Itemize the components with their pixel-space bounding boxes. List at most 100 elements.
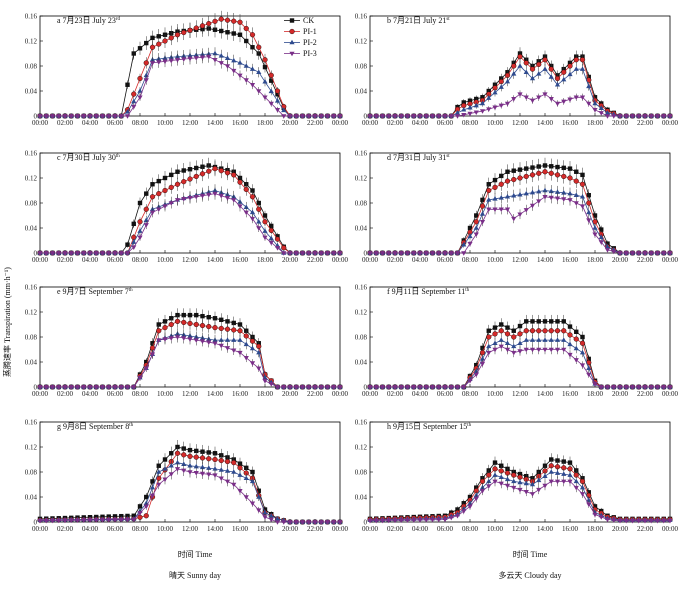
data-point-pi-3 — [411, 518, 417, 523]
data-point-pi-2 — [548, 337, 554, 342]
data-point-pi-3 — [392, 114, 398, 119]
data-point-pi-3 — [337, 520, 343, 525]
data-point-ck — [505, 325, 510, 330]
x-tick-label: 12:00 — [512, 390, 528, 398]
data-point-pi-1 — [156, 191, 162, 197]
data-point-pi-2 — [268, 512, 274, 518]
data-point-pi-1 — [156, 328, 162, 334]
x-tick-label: 20:00 — [282, 525, 298, 533]
x-tick-label: 04:00 — [82, 119, 98, 127]
y-tick-label: 0.12 — [355, 38, 368, 46]
data-point-pi-1 — [567, 332, 573, 338]
data-point-pi-3 — [398, 114, 404, 119]
data-point-pi-2 — [243, 63, 249, 68]
x-tick-label: 22:00 — [637, 525, 653, 533]
data-point-pi-2 — [548, 469, 554, 474]
data-point-pi-3 — [224, 346, 231, 351]
data-point-pi-3 — [156, 482, 162, 488]
data-point-pi-2 — [561, 76, 567, 82]
x-tick-label: 00:00 — [362, 525, 378, 533]
data-point-pi-3 — [442, 385, 448, 390]
data-point-pi-1 — [218, 16, 224, 22]
x-tick-label: 06:00 — [437, 119, 453, 127]
data-point-pi-2 — [492, 472, 498, 477]
data-point-pi-3 — [43, 385, 49, 390]
y-tick-label: 0.08 — [25, 469, 38, 477]
x-tick-label: 14:00 — [207, 525, 223, 533]
data-point-pi-1 — [149, 44, 156, 50]
data-point-pi-2 — [592, 100, 598, 106]
data-point-pi-1 — [206, 168, 212, 174]
data-point-pi-3 — [423, 385, 429, 390]
data-point-pi-1 — [162, 325, 168, 331]
panel-c: 0 0.04 0.08 0.12 0.16 00:00 02:00 04:00 06:00 08:… — [25, 150, 349, 265]
x-tick-label: 00:00 — [32, 256, 48, 264]
data-point-pi-3 — [249, 501, 256, 507]
data-point-ck — [125, 82, 130, 87]
data-point-pi-3 — [492, 207, 498, 213]
x-tick-label: 12:00 — [182, 525, 198, 533]
data-point-pi-2 — [461, 241, 467, 247]
data-point-pi-3 — [467, 241, 473, 247]
data-point-pi-3 — [367, 114, 373, 119]
data-point-pi-3 — [287, 520, 293, 525]
column-label-cloudy: 多云天 Cloudy day — [498, 570, 561, 580]
data-point-pi-3 — [49, 385, 56, 390]
data-point-pi-1 — [262, 57, 268, 63]
data-point-pi-2 — [511, 192, 517, 198]
data-point-pi-3 — [299, 385, 306, 390]
data-point-pi-3 — [367, 251, 373, 256]
x-tick-label: 04:00 — [412, 256, 428, 264]
data-point-pi-3 — [492, 347, 498, 353]
data-point-pi-3 — [379, 518, 386, 524]
data-point-pi-3 — [636, 518, 642, 524]
data-point-ck — [162, 319, 168, 324]
data-point-pi-3 — [392, 251, 398, 256]
data-point-ck — [492, 177, 498, 183]
data-point-pi-3 — [592, 232, 598, 238]
data-point-pi-2 — [498, 337, 504, 342]
data-point-pi-3 — [667, 385, 673, 390]
data-point-pi-3 — [411, 251, 417, 256]
data-point-pi-3 — [274, 107, 281, 113]
x-tick-label: 18:00 — [257, 119, 273, 127]
data-point-pi-3 — [423, 114, 429, 119]
data-point-pi-3 — [373, 114, 379, 119]
data-point-pi-2 — [473, 102, 479, 108]
data-point-pi-1 — [536, 170, 542, 176]
x-tick-label: 06:00 — [107, 525, 123, 533]
data-point-pi-3 — [112, 385, 118, 390]
data-point-pi-3 — [306, 114, 312, 119]
data-point-pi-3 — [392, 385, 398, 390]
data-point-pi-3 — [467, 378, 473, 384]
data-point-pi-3 — [598, 385, 604, 390]
data-point-pi-1 — [231, 327, 237, 333]
data-point-pi-2 — [187, 462, 193, 468]
data-point-pi-1 — [517, 331, 523, 337]
data-point-pi-3 — [218, 343, 224, 349]
data-point-pi-3 — [337, 385, 343, 390]
data-point-pi-3 — [281, 114, 287, 119]
x-tick-label: 12:00 — [512, 525, 528, 533]
y-tick-label: 0.08 — [25, 63, 38, 71]
data-point-pi-2 — [523, 337, 529, 342]
data-point-pi-1 — [206, 20, 212, 27]
data-point-pi-3 — [536, 95, 542, 101]
data-point-pi-2 — [561, 471, 567, 476]
data-point-pi-1 — [137, 219, 143, 225]
data-point-pi-3 — [143, 504, 149, 510]
data-point-pi-1 — [174, 32, 181, 38]
data-point-pi-3 — [667, 518, 673, 524]
data-point-pi-3 — [74, 518, 81, 524]
x-tick-label: 02:00 — [57, 119, 73, 127]
x-tick-label: 00:00 — [332, 390, 348, 398]
data-point-ck — [137, 200, 143, 206]
data-point-pi-2 — [479, 356, 486, 361]
data-point-pi-3 — [523, 489, 529, 495]
data-point-pi-1 — [504, 72, 511, 78]
x-tick-label: 16:00 — [232, 390, 248, 398]
data-point-pi-3 — [561, 197, 567, 202]
data-point-ck — [194, 165, 199, 171]
data-point-pi-1 — [554, 328, 561, 334]
data-point-pi-3 — [237, 204, 243, 209]
